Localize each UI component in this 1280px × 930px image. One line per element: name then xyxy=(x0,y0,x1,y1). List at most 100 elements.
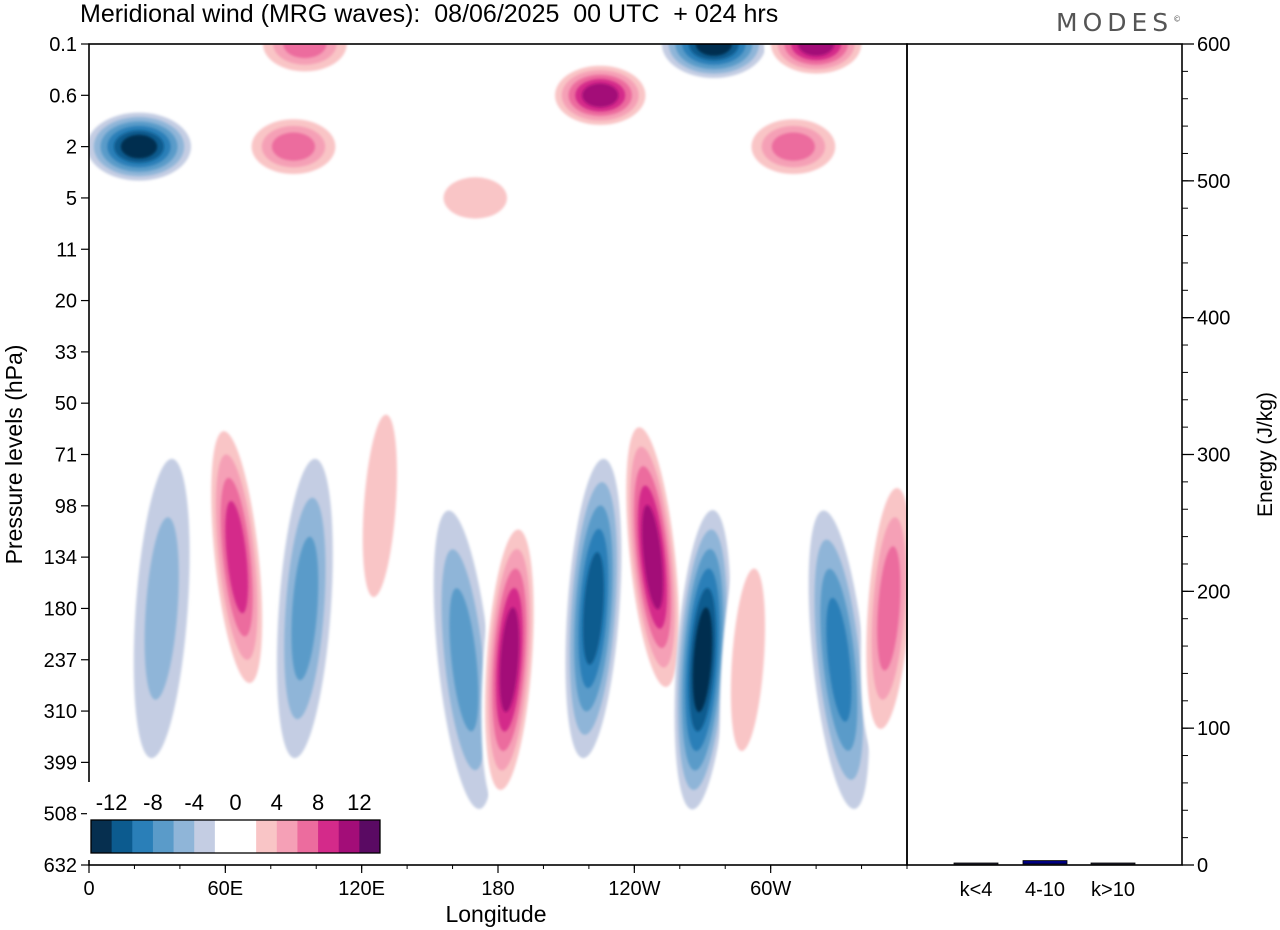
y-tick-label: 508 xyxy=(44,804,77,826)
wind-anomaly-blob xyxy=(423,163,528,232)
y-tick-label: 310 xyxy=(44,701,77,723)
colorbar-swatch xyxy=(91,820,113,853)
wind-anomaly-blob xyxy=(481,510,538,810)
colorbar-swatch xyxy=(276,820,298,853)
colorbar-swatch xyxy=(297,820,319,853)
x-tick-label: 180 xyxy=(481,878,514,900)
contour-level xyxy=(730,568,766,752)
colorbar-label: 12 xyxy=(347,790,371,815)
energy-y-axis-label: Energy (J/kg) xyxy=(1254,392,1277,517)
y-tick-label: 2 xyxy=(66,137,77,159)
contour-level xyxy=(283,44,327,59)
wind-anomaly-blob xyxy=(89,112,191,181)
colorbar-swatch xyxy=(132,820,154,853)
x-axis-label: Longitude xyxy=(445,901,546,927)
colorbar-label: -8 xyxy=(143,790,163,815)
contour-level xyxy=(695,44,733,56)
colorbar-label: 0 xyxy=(229,790,241,815)
energy-bar xyxy=(1022,860,1068,865)
wind-anomaly-blob xyxy=(719,510,776,810)
chart-title: Meridional wind (MRG waves): 08/06/2025 … xyxy=(80,0,779,28)
y-tick-label: 0.1 xyxy=(49,34,77,56)
energy-frame xyxy=(906,43,1183,866)
wind-anomaly-blob xyxy=(622,407,683,707)
y-tick-label: 632 xyxy=(44,855,77,877)
wind-anomaly-blob xyxy=(433,510,495,809)
y-tick-label: 5 xyxy=(66,188,77,210)
colorbar-swatch xyxy=(318,820,340,853)
colorbar-label: 8 xyxy=(312,790,324,815)
wind-anomaly-blob xyxy=(351,356,408,656)
contour-level xyxy=(449,588,479,732)
energy-bar xyxy=(1090,862,1136,865)
wind-anomaly-blob xyxy=(548,61,653,130)
wind-anomaly-blob xyxy=(206,407,267,707)
wind-anomaly-blob xyxy=(252,44,357,78)
colorbar-swatch xyxy=(173,820,195,853)
contour-level xyxy=(120,134,158,159)
y-tick-label: 33 xyxy=(55,342,77,364)
x-tick-label: 120E xyxy=(338,878,385,900)
wind-anomaly-blob xyxy=(741,112,846,181)
colorbar-swatch xyxy=(256,820,278,853)
energy-bar-chart: 0 100 200 300 400 500 600 Energy (J/kg) k<4 4-10 k… xyxy=(906,34,1277,901)
colorbar-swatch xyxy=(235,820,257,853)
y-tick-label: 399 xyxy=(44,752,77,774)
y-tick-label: 20 xyxy=(55,291,77,313)
contour-level xyxy=(582,552,604,665)
colorbar-label: 4 xyxy=(271,790,283,815)
wind-anomaly-blob xyxy=(764,44,869,78)
wind-anomaly-blob xyxy=(808,510,870,809)
y-tick-label: 0.6 xyxy=(49,85,77,107)
contour-level xyxy=(225,501,249,614)
colorbar-swatch xyxy=(359,820,381,853)
wind-contour-field xyxy=(89,44,907,810)
y-tick-label: 71 xyxy=(55,445,77,467)
colorbar-swatch xyxy=(194,820,216,853)
x-tick-label: 60E xyxy=(208,878,244,900)
y-tick-label: 50 xyxy=(55,393,77,415)
y-tick-label: 237 xyxy=(44,650,77,672)
colorbar-frame xyxy=(90,819,381,854)
colorbar-swatch xyxy=(338,820,360,853)
x-tick-label: 0 xyxy=(83,878,94,900)
contour-level xyxy=(692,607,713,713)
colorbar-swatch xyxy=(111,820,133,853)
energy-y-tick-label: 0 xyxy=(1197,855,1208,877)
energy-category-label: k<4 xyxy=(960,879,993,901)
contour-level xyxy=(797,44,835,56)
colorbar-label: -4 xyxy=(184,790,204,815)
colorbar: -12 -8 -4 0 4 8 12 xyxy=(87,782,384,860)
colorbar-label: -12 xyxy=(96,790,128,815)
colorbar-swatch xyxy=(214,820,236,853)
colorbar-swatch xyxy=(152,820,175,853)
contour-level xyxy=(641,504,664,610)
y-tick-label: 180 xyxy=(44,598,77,620)
contour-level xyxy=(826,597,852,722)
energy-category-label: k>10 xyxy=(1091,879,1135,901)
wind-anomaly-blob xyxy=(674,510,731,810)
y-tick-label: 134 xyxy=(44,547,77,569)
wind-anomaly-blob xyxy=(133,458,190,759)
y-tick-label: 11 xyxy=(56,239,77,261)
wind-anomaly-blob xyxy=(860,458,907,759)
contour-level xyxy=(291,536,319,681)
modes-logo: MODES© xyxy=(1056,8,1182,37)
energy-y-tick-label: 600 xyxy=(1197,34,1230,56)
contour-level xyxy=(771,132,815,161)
wind-anomaly-blob xyxy=(241,112,346,181)
wind-anomaly-blob xyxy=(661,44,766,78)
energy-y-tick-label: 200 xyxy=(1197,581,1230,603)
contour-level xyxy=(877,546,901,671)
wind-anomaly-blob xyxy=(565,458,622,759)
wind-anomaly-blob xyxy=(276,458,333,759)
energy-bar xyxy=(953,862,999,865)
energy-y-tick-label: 100 xyxy=(1197,718,1230,740)
contour-level xyxy=(443,177,507,219)
contour-level xyxy=(362,414,397,598)
x-tick-label: 60W xyxy=(750,878,791,900)
energy-y-tick-label: 500 xyxy=(1197,171,1230,193)
energy-y-tick-label: 400 xyxy=(1197,308,1230,330)
contour-level xyxy=(271,132,316,161)
